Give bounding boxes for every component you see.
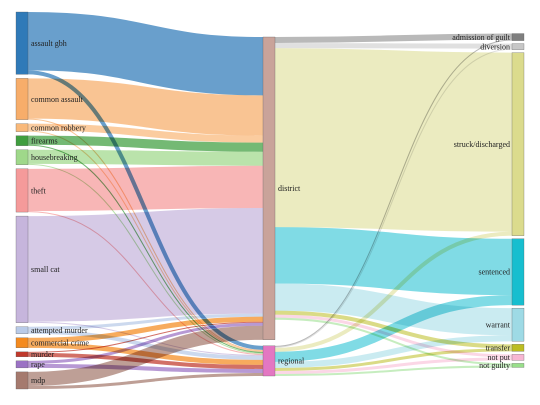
node-regional[interactable]: [262, 345, 276, 377]
node-label-rape: rape: [31, 360, 45, 369]
link-murder-to-district: [27, 321, 264, 353]
node-label-theft: theft: [31, 186, 46, 195]
node-sentenced[interactable]: [511, 238, 525, 306]
node-label-sentenced: sentenced: [478, 268, 510, 277]
node-label-warrant: warrant: [486, 321, 511, 330]
node-attempted_murder[interactable]: [15, 326, 29, 334]
link-district-to-transfer: [274, 310, 513, 349]
link-theft-to-regional: [27, 211, 264, 355]
node-small_cat[interactable]: [15, 215, 29, 323]
link-district-to-warrant: [274, 283, 513, 336]
link-district-to-diversion: [274, 43, 513, 49]
node-firearms[interactable]: [15, 135, 29, 146]
node-struck_discharged[interactable]: [511, 52, 525, 236]
node-label-common_robbery: common robbery: [31, 123, 86, 132]
node-not_put[interactable]: [511, 354, 525, 361]
link-regional-to-warrant: [274, 335, 513, 368]
node-district[interactable]: [262, 36, 276, 340]
link-murder-to-regional: [27, 352, 264, 369]
node-common_assault[interactable]: [15, 78, 29, 120]
link-district-to-struck_discharged: [274, 48, 513, 232]
link-district-to-sentenced: [274, 227, 513, 296]
node-label-attempted_murder: attempted murder: [31, 326, 88, 335]
node-rape[interactable]: [15, 360, 29, 369]
link-assault_gbh-to-regional: [27, 70, 264, 350]
node-label-regional: regional: [278, 357, 305, 366]
sankey-nodes: [15, 11, 525, 390]
link-common_robbery-to-regional: [27, 130, 264, 352]
node-housebreaking[interactable]: [15, 149, 29, 165]
link-rape-to-regional: [27, 363, 264, 373]
node-label-small_cat: small cat: [31, 265, 60, 274]
link-housebreaking-to-district: [27, 149, 264, 166]
node-label-murder: murder: [31, 350, 54, 359]
node-label-diversion: diversion: [480, 42, 510, 51]
link-firearms-to-regional: [27, 144, 264, 353]
node-label-struck_discharged: struck/discharged: [454, 140, 510, 149]
node-diversion[interactable]: [511, 43, 525, 50]
link-common_assault-to-district: [27, 78, 264, 136]
link-regional-to-transfer: [274, 348, 513, 371]
node-warrant[interactable]: [511, 307, 525, 342]
link-common_assault-to-regional: [27, 118, 264, 351]
link-regional-to-not_guilty: [274, 365, 513, 377]
link-district-to-not_guilty: [274, 317, 513, 366]
node-theft[interactable]: [15, 168, 29, 213]
node-label-assault_gbh: assault gbh: [31, 39, 67, 48]
link-small_cat-to-district: [27, 208, 264, 322]
node-mdp[interactable]: [15, 371, 29, 390]
node-transfer[interactable]: [511, 344, 525, 352]
node-label-common_assault: common assault: [31, 95, 84, 104]
node-label-firearms: firearms: [31, 137, 58, 146]
node-common_robbery[interactable]: [15, 123, 29, 132]
link-theft-to-district: [27, 165, 264, 212]
link-attempted_murder-to-regional: [27, 329, 264, 360]
link-common_robbery-to-district: [27, 123, 264, 143]
link-district-to-not_put: [274, 314, 513, 358]
link-housebreaking-to-regional: [27, 163, 264, 354]
node-admission_of_guilt[interactable]: [511, 33, 525, 41]
sankey-links: [27, 11, 513, 390]
link-commercial_crime-to-district: [27, 316, 264, 343]
node-label-not_guilty: not guilty: [479, 361, 510, 370]
link-assault_gbh-to-district: [27, 11, 264, 96]
node-murder[interactable]: [15, 351, 29, 358]
link-district-to-admission_of_guilt: [274, 33, 513, 44]
node-label-housebreaking: housebreaking: [31, 153, 78, 162]
node-label-district: district: [278, 184, 301, 193]
node-label-not_put: not put: [488, 353, 511, 362]
link-attempted_murder-to-district: [27, 313, 264, 330]
node-not_guilty[interactable]: [511, 363, 525, 368]
node-label-transfer: transfer: [486, 344, 511, 353]
node-commercial_crime[interactable]: [15, 337, 29, 348]
node-label-admission_of_guilt: admission of guilt: [452, 33, 511, 42]
link-small_cat-to-regional: [27, 321, 264, 356]
link-regional-to-not_put: [274, 357, 513, 374]
link-mdp-to-regional: [27, 372, 264, 390]
node-assault_gbh[interactable]: [15, 11, 29, 75]
link-commercial_crime-to-regional: [27, 342, 264, 365]
node-label-mdp: mdp: [31, 376, 45, 385]
node-label-commercial_crime: commercial crime: [31, 339, 89, 348]
sankey-labels: assault gbh common assault common robbery f…: [31, 33, 511, 385]
